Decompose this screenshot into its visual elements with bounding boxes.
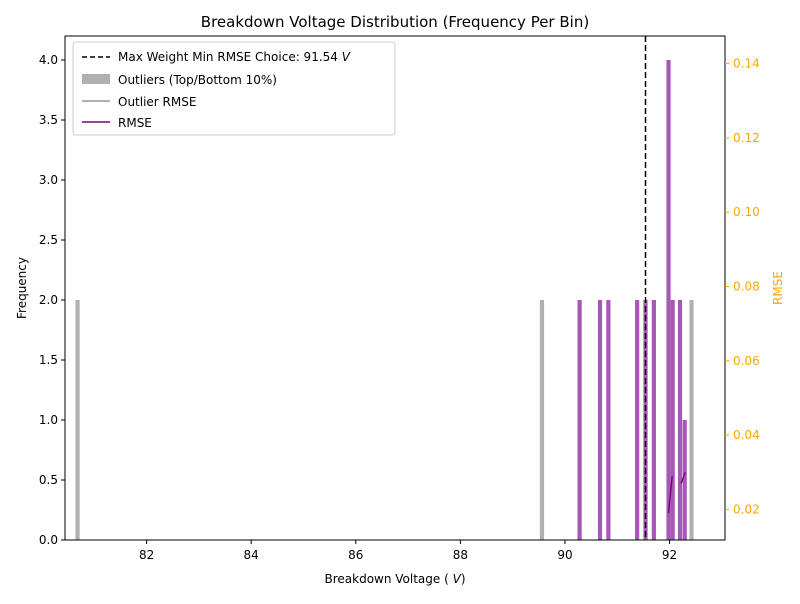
frequency-bar [606, 300, 611, 540]
legend-box [72, 41, 396, 136]
legend-label: Max Weight Min RMSE Choice: 91.54 V [118, 50, 351, 64]
frequency-bar [682, 420, 687, 540]
y-tick-label: 1.0 [39, 413, 58, 427]
frequency-bar [670, 300, 675, 540]
frequency-bar [577, 300, 582, 540]
rmse-line [680, 472, 686, 484]
outlier-bar [689, 300, 694, 540]
y-tick-label: 1.5 [39, 353, 58, 367]
y2-tick-label: 0.08 [733, 280, 760, 294]
frequency-bar [635, 300, 640, 540]
y2-tick-label: 0.10 [733, 205, 760, 219]
x-axis-label: Breakdown Voltage ( V) [324, 572, 465, 586]
legend-label: Outliers (Top/Bottom 10%) [118, 73, 277, 87]
x-tick-label: 84 [244, 548, 259, 562]
legend: Max Weight Min RMSE Choice: 91.54 V Outl… [72, 41, 396, 136]
y-tick-label: 3.5 [39, 113, 58, 127]
y2-tick-label: 0.14 [733, 57, 760, 71]
legend-entry-rmse: RMSE [82, 116, 152, 130]
y-tick-label: 4.0 [39, 53, 58, 67]
plot-frame [64, 35, 726, 541]
legend-label-prefix: Max Weight Min RMSE Choice: 91.54 [118, 50, 342, 64]
y-axis-label: Frequency [15, 257, 29, 319]
x-axis-label-close: ) [461, 572, 466, 586]
x-tick-label: 92 [662, 548, 677, 562]
y2-tick-label: 0.12 [733, 131, 760, 145]
y-tick-label: 0.5 [39, 473, 58, 487]
legend-entry-choice: Max Weight Min RMSE Choice: 91.54 V [82, 50, 351, 64]
outlier-bar [539, 300, 545, 540]
x-axis-label-text: Breakdown Voltage ( [324, 572, 448, 586]
y-tick-label: 2.5 [39, 233, 58, 247]
frequency-bar [651, 300, 656, 540]
frequency-bar [677, 300, 683, 540]
chart-title: Breakdown Voltage Distribution (Frequenc… [201, 13, 589, 31]
x-axis: 82 84 86 88 90 92 [139, 540, 677, 562]
y-axis-left: 0.0 0.5 1.0 1.5 2.0 2.5 3.0 3.5 4.0 [39, 53, 65, 547]
x-axis-label-unit: V [453, 572, 462, 586]
y2-tick-label: 0.04 [733, 428, 760, 442]
y-tick-label: 3.0 [39, 173, 58, 187]
frequency-bar [666, 60, 671, 540]
y2-axis-label: RMSE [771, 271, 785, 305]
y-axis-right: 0.02 0.04 0.06 0.08 0.10 0.12 0.14 [725, 57, 760, 517]
rmse-lines-layer [667, 472, 686, 514]
y2-tick-label: 0.02 [733, 503, 760, 517]
y-tick-label: 0.0 [39, 533, 58, 547]
legend-label: Outlier RMSE [118, 95, 196, 109]
x-tick-label: 90 [557, 548, 572, 562]
legend-label: RMSE [118, 116, 152, 130]
y2-tick-label: 0.06 [733, 354, 760, 368]
legend-entry-outliers: Outliers (Top/Bottom 10%) [82, 73, 277, 87]
y-tick-label: 2.0 [39, 293, 58, 307]
x-tick-label: 86 [348, 548, 363, 562]
rmse-line [667, 475, 673, 514]
legend-label-unit: V [342, 50, 351, 64]
x-tick-label: 88 [453, 548, 468, 562]
outlier-bar [75, 300, 80, 540]
frequency-bar [597, 300, 603, 540]
legend-entry-outlier-rmse: Outlier RMSE [82, 95, 196, 109]
x-tick-label: 82 [139, 548, 154, 562]
legend-swatch-patch [82, 74, 110, 84]
